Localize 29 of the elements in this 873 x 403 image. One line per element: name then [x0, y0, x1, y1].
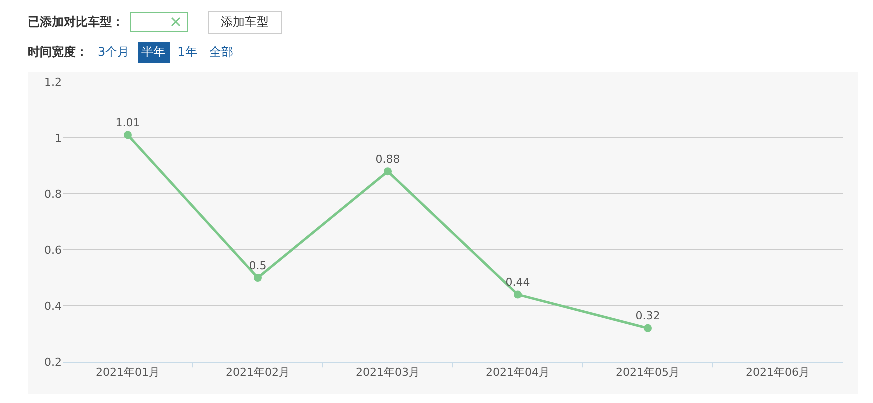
x-tick-label: 2021年01月 — [96, 366, 160, 380]
x-tick-label: 2021年03月 — [356, 366, 420, 380]
x-tick-label: 2021年06月 — [746, 366, 810, 380]
x-tick-label: 2021年05月 — [616, 366, 680, 380]
y-tick-label: 1 — [55, 132, 62, 145]
data-label: 1.01 — [116, 116, 140, 130]
x-tick-label: 2021年02月 — [226, 366, 290, 380]
text: 半年 — [138, 42, 170, 62]
x-tick-label: 2021年04月 — [486, 366, 550, 380]
point — [644, 324, 652, 332]
y-tick-label: 0.4 — [44, 300, 62, 313]
text: 全部 — [208, 44, 234, 60]
point — [124, 131, 132, 140]
point — [384, 168, 392, 176]
y-tick-label: 0.6 — [44, 244, 62, 257]
y-tick-label: 1.2 — [44, 76, 62, 89]
text: 时间宽度： — [28, 44, 88, 60]
text: 添加车型 — [208, 10, 282, 34]
data-label: 0.5 — [249, 259, 267, 272]
text: 3个月 — [97, 44, 131, 60]
y-tick-label: 0.2 — [44, 356, 62, 369]
point — [254, 274, 262, 282]
text: 已添加对比车型： — [28, 14, 124, 30]
data-label: 0.32 — [636, 310, 660, 323]
data-label: 0.88 — [376, 152, 400, 166]
y-tick-label: 0.8 — [44, 188, 62, 201]
text: 1年 — [176, 44, 198, 60]
data-label: 0.44 — [506, 276, 530, 290]
point — [514, 290, 522, 299]
